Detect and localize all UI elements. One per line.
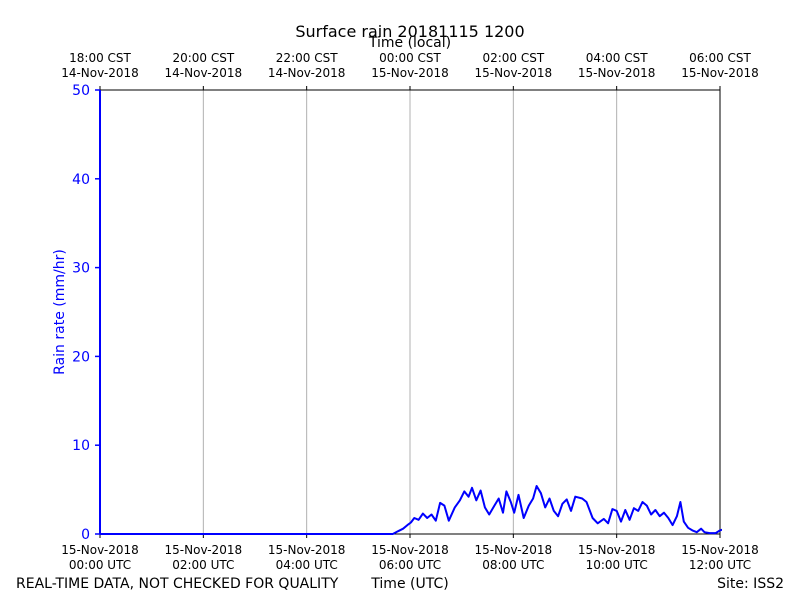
y-tick-label: 40 <box>72 172 90 188</box>
top-tick-label-date: 15-Nov-2018 <box>475 66 553 80</box>
y-tick-label: 20 <box>72 349 90 365</box>
top-tick-label-date: 14-Nov-2018 <box>268 66 346 80</box>
top-tick-label-time: 22:00 CST <box>276 51 338 65</box>
grid-lines <box>202 90 618 534</box>
x-tick-label-date: 15-Nov-2018 <box>61 543 139 557</box>
y-tick-label: 0 <box>81 527 90 543</box>
x-tick-label-date: 15-Nov-2018 <box>165 543 243 557</box>
top-tick-label-time: 02:00 CST <box>482 51 544 65</box>
top-axis-label: Time (local) <box>368 35 451 51</box>
y-axis-label: Rain rate (mm/hr) <box>52 249 68 375</box>
top-tick-label-time: 00:00 CST <box>379 51 441 65</box>
x-tick-label-date: 15-Nov-2018 <box>475 543 553 557</box>
x-tick-label-date: 15-Nov-2018 <box>268 543 346 557</box>
chart-title: Surface rain 20181115 1200 <box>295 22 524 41</box>
x-tick-label-time: 06:00 UTC <box>379 558 441 572</box>
y-tick-label: 50 <box>72 83 90 99</box>
top-tick-label-date: 15-Nov-2018 <box>371 66 449 80</box>
y-tick-label: 30 <box>72 261 90 277</box>
top-tick-label-date: 14-Nov-2018 <box>61 66 139 80</box>
x-tick-label-date: 15-Nov-2018 <box>681 543 759 557</box>
x-axis-label: Time (UTC) <box>370 576 448 592</box>
top-tick-label-time: 20:00 CST <box>172 51 234 65</box>
top-tick-label-date: 15-Nov-2018 <box>681 66 759 80</box>
y-tick-label: 10 <box>72 438 90 454</box>
top-tick-label-time: 18:00 CST <box>69 51 131 65</box>
site-label: Site: ISS2 <box>717 576 784 592</box>
top-tick-label-time: 04:00 CST <box>586 51 648 65</box>
x-tick-label-time: 08:00 UTC <box>482 558 544 572</box>
x-tick-label-time: 02:00 UTC <box>172 558 234 572</box>
x-tick-label-time: 12:00 UTC <box>689 558 751 572</box>
x-tick-label-time: 00:00 UTC <box>69 558 131 572</box>
y-ticks: 0 10 20 30 40 50 <box>72 83 100 543</box>
x-tick-label-time: 10:00 UTC <box>586 558 648 572</box>
x-tick-label-time: 04:00 UTC <box>276 558 338 572</box>
disclaimer-text: REAL-TIME DATA, NOT CHECKED FOR QUALITY <box>16 576 339 592</box>
x-tick-label-date: 15-Nov-2018 <box>371 543 449 557</box>
series-line-rain-rate <box>99 90 722 535</box>
top-tick-label-date: 15-Nov-2018 <box>578 66 656 80</box>
top-tick-label-time: 06:00 CST <box>689 51 751 65</box>
top-tick-label-date: 14-Nov-2018 <box>165 66 243 80</box>
x-tick-label-date: 15-Nov-2018 <box>578 543 656 557</box>
